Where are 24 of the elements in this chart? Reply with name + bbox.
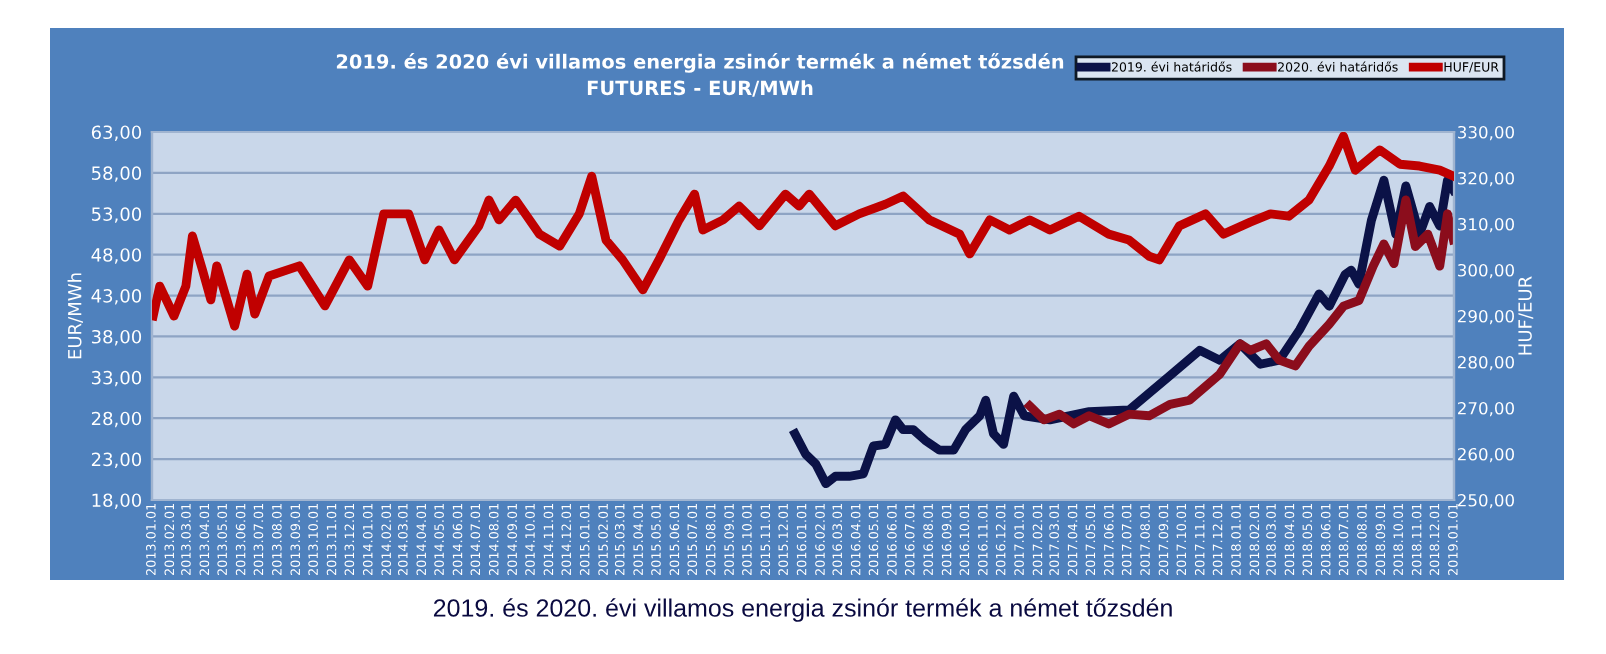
y2-tick-label: 250,00	[1458, 493, 1514, 509]
y-tick-label: 53,00	[91, 207, 142, 223]
line-series	[1025, 195, 1454, 429]
y2-tick-label: 310,00	[1458, 217, 1514, 233]
y2-tick-label: 270,00	[1458, 401, 1514, 417]
y-tick-label: 18,00	[92, 493, 142, 509]
y2-tick-label: 300,00	[1458, 263, 1514, 279]
y2-tick-label: 260,00	[1458, 447, 1514, 463]
y2-tick-label: 330,00	[1458, 125, 1514, 141]
chart-title: 2019. és 2020 évi villamos energia zsinór termék a német tőzsdén FUTURES - EUR/MWh	[336, 53, 1064, 97]
y-tick-label: 38,00	[91, 329, 142, 346]
y-tick-label: 33,00	[91, 370, 142, 387]
y2-tick-label: 280,00	[1458, 355, 1514, 371]
y2-tick-label: 290,00	[1458, 309, 1514, 325]
y-tick-label: 58,00	[91, 166, 142, 182]
y-axis-title: EUR/MWh	[67, 273, 83, 359]
y-tick-label: 63,00	[91, 125, 142, 141]
text: 2019. és 2020. évi villamos energia zsinór termék a német tőzsdén	[433, 598, 1172, 622]
y-tick-label: 23,00	[91, 452, 142, 469]
y-tick-label: 43,00	[91, 289, 142, 305]
y-tick-label: 48,00	[91, 248, 142, 264]
y2-axis-title: HUF/EUR	[1518, 276, 1534, 355]
y-tick-label: 28,00	[91, 411, 142, 428]
y2-tick-label: 320,00	[1458, 171, 1514, 187]
